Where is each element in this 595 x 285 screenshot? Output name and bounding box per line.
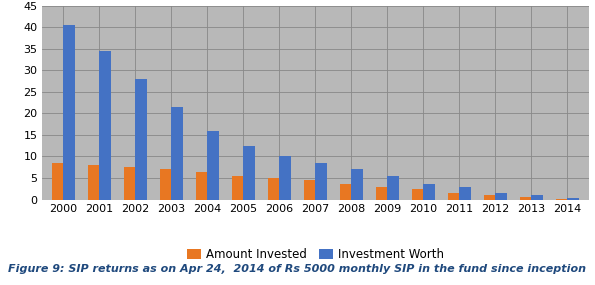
Bar (412, 189, 424, 200)
Bar (196, 172, 207, 200)
Bar (352, 169, 363, 200)
Legend: Amount Invested, Investment Worth: Amount Invested, Investment Worth (187, 248, 444, 261)
Bar (171, 107, 183, 200)
Text: Figure 9: SIP returns as on Apr 24,  2014 of Rs 5000 monthly SIP in the fund sin: Figure 9: SIP returns as on Apr 24, 2014… (8, 264, 587, 274)
Bar (135, 79, 147, 200)
Bar (520, 197, 531, 200)
Bar (376, 187, 387, 200)
Bar (160, 169, 171, 200)
Bar (531, 195, 543, 200)
Bar (232, 176, 243, 200)
Bar (99, 51, 111, 200)
Bar (279, 156, 291, 199)
Bar (124, 167, 135, 200)
Bar (448, 193, 459, 200)
Bar (243, 146, 255, 199)
Bar (87, 165, 99, 200)
Bar (424, 184, 435, 200)
Bar (340, 184, 352, 200)
Bar (315, 163, 327, 200)
Bar (459, 188, 471, 199)
Bar (484, 195, 496, 200)
Bar (268, 178, 279, 200)
Bar (496, 193, 507, 200)
Bar (568, 198, 579, 200)
Bar (387, 176, 399, 200)
Bar (63, 25, 75, 200)
Bar (207, 131, 219, 200)
Bar (304, 180, 315, 200)
Bar (52, 163, 63, 200)
